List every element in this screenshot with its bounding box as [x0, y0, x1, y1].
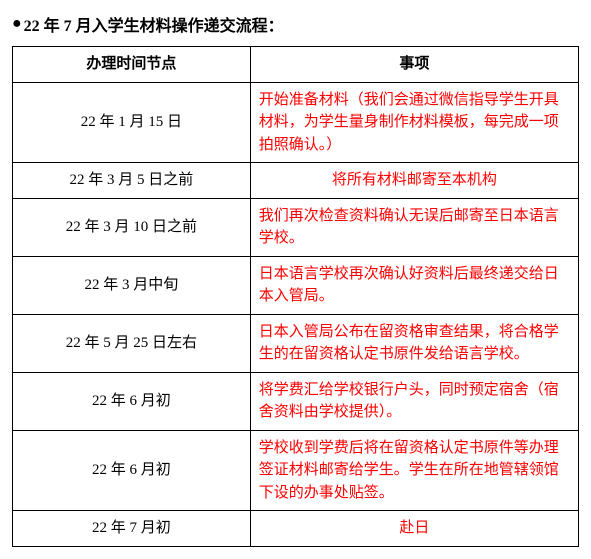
table-row: 22 年 3 月 10 日之前 我们再次检查资料确认无误后邮寄至日本语言学校。 — [13, 198, 579, 256]
table-row: 22 年 1 月 15 日 开始准备材料（我们会通过微信指导学生开具材料，为学生… — [13, 82, 579, 163]
cell-item: 赴日 — [250, 511, 578, 547]
cell-item: 开始准备材料（我们会通过微信指导学生开具材料，为学生量身制作材料模板，每完成一项… — [250, 82, 578, 163]
cell-time: 22 年 3 月 5 日之前 — [13, 163, 251, 199]
table-row: 22 年 7 月初 赴日 — [13, 511, 579, 547]
page-title: ● 22 年 7 月入学生材料操作递交流程： — [12, 12, 579, 36]
cell-time: 22 年 6 月初 — [13, 430, 251, 511]
cell-item: 将学费汇给学校银行户头，同时预定宿舍（宿舍资料由学校提供）。 — [250, 372, 578, 430]
cell-time: 22 年 1 月 15 日 — [13, 82, 251, 163]
table-row: 22 年 5 月 25 日左右 日本入管局公布在留资格审查结果，将合格学生的在留… — [13, 314, 579, 372]
table-row: 22 年 6 月初 将学费汇给学校银行户头，同时预定宿舍（宿舍资料由学校提供）。 — [13, 372, 579, 430]
cell-item: 我们再次检查资料确认无误后邮寄至日本语言学校。 — [250, 198, 578, 256]
cell-item: 将所有材料邮寄至本机构 — [250, 163, 578, 199]
cell-time: 22 年 3 月中旬 — [13, 256, 251, 314]
cell-item: 学校收到学费后将在留资格认定书原件等办理签证材料邮寄给学生。学生在所在地管辖领馆… — [250, 430, 578, 511]
table-header-row: 办理时间节点 事项 — [13, 47, 579, 83]
cell-time: 22 年 6 月初 — [13, 372, 251, 430]
table-body: 22 年 1 月 15 日 开始准备材料（我们会通过微信指导学生开具材料，为学生… — [13, 82, 579, 546]
cell-time: 22 年 3 月 10 日之前 — [13, 198, 251, 256]
title-text: 22 年 7 月入学生材料操作递交流程： — [24, 12, 284, 36]
cell-time: 22 年 5 月 25 日左右 — [13, 314, 251, 372]
cell-item: 日本语言学校再次确认好资料后最终递交给日本入管局。 — [250, 256, 578, 314]
table-row: 22 年 6 月初 学校收到学费后将在留资格认定书原件等办理签证材料邮寄给学生。… — [13, 430, 579, 511]
bullet-icon: ● — [12, 15, 22, 33]
header-item: 事项 — [250, 47, 578, 83]
cell-item: 日本入管局公布在留资格审查结果，将合格学生的在留资格认定书原件发给语言学校。 — [250, 314, 578, 372]
table-row: 22 年 3 月 5 日之前 将所有材料邮寄至本机构 — [13, 163, 579, 199]
table-row: 22 年 3 月中旬 日本语言学校再次确认好资料后最终递交给日本入管局。 — [13, 256, 579, 314]
header-time: 办理时间节点 — [13, 47, 251, 83]
cell-time: 22 年 7 月初 — [13, 511, 251, 547]
process-table: 办理时间节点 事项 22 年 1 月 15 日 开始准备材料（我们会通过微信指导… — [12, 46, 579, 547]
